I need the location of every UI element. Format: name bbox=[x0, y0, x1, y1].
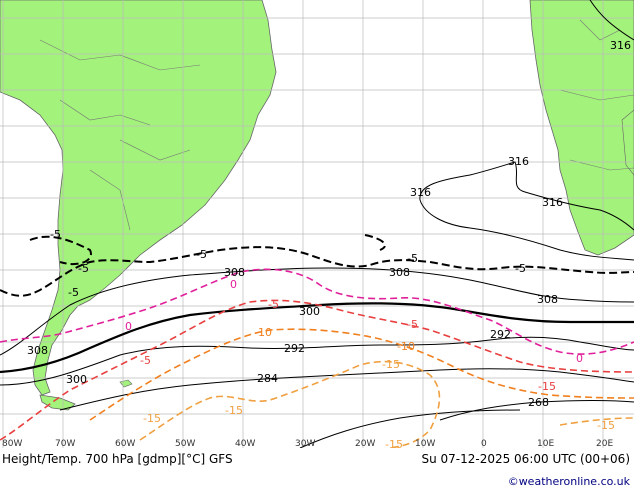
africa-landmass bbox=[529, 0, 634, 256]
temp-label: -5 bbox=[407, 252, 418, 265]
temp-label: -15 bbox=[538, 380, 556, 393]
height-label: 316 bbox=[542, 196, 563, 209]
lon-label: 30W bbox=[295, 439, 315, 448]
height-label: 292 bbox=[490, 328, 511, 341]
height-label: 308 bbox=[224, 266, 245, 279]
temp-label: -15 bbox=[385, 438, 403, 448]
height-label: 308 bbox=[27, 344, 48, 357]
height-label: 308 bbox=[389, 266, 410, 279]
temp-label: -15 bbox=[143, 412, 161, 425]
map-footer: Height/Temp. 700 hPa [gdmp][°C] GFS Su 0… bbox=[0, 448, 634, 490]
credit-link[interactable]: ©weatheronline.co.uk bbox=[507, 475, 630, 488]
temp-label: 0 bbox=[230, 278, 237, 291]
height-label: 300 bbox=[299, 305, 320, 318]
contour-284 bbox=[59, 368, 634, 411]
height-label: 308 bbox=[537, 293, 558, 306]
height-label: 300 bbox=[66, 373, 87, 386]
height-label: 292 bbox=[284, 342, 305, 355]
temp-label: -15 bbox=[597, 419, 615, 432]
contour-316-b bbox=[419, 161, 634, 231]
temp-label: 0 bbox=[576, 352, 583, 365]
country-borders bbox=[39, 19, 634, 231]
lon-label: 80W bbox=[2, 439, 22, 448]
temp-label: -5 bbox=[268, 298, 279, 311]
temp-label: 0 bbox=[125, 320, 132, 333]
temp-label: -15 bbox=[382, 358, 400, 371]
tierra-del-fuego bbox=[39, 394, 76, 411]
lon-label: 10W bbox=[415, 439, 435, 448]
temp-label: -10 bbox=[397, 340, 415, 353]
lon-label: 70W bbox=[55, 439, 75, 448]
contour-316-c bbox=[419, 199, 634, 261]
contour-292 bbox=[0, 336, 634, 386]
contour-316-a bbox=[589, 0, 634, 41]
isotherm-minus15 bbox=[139, 360, 634, 448]
lon-label: 20W bbox=[355, 439, 375, 448]
lon-label: 0 bbox=[481, 439, 487, 448]
height-label: 316 bbox=[410, 186, 431, 199]
map-canvas: 80W 70W 60W 50W 40W 30W 20W 10W 0 10E 20… bbox=[0, 0, 634, 448]
lon-label: 10E bbox=[537, 439, 554, 448]
lon-label: 60W bbox=[115, 439, 135, 448]
height-label: 284 bbox=[257, 372, 278, 385]
temp-label: -10 bbox=[254, 326, 272, 339]
lon-label: 20E bbox=[596, 439, 613, 448]
isotherm-0 bbox=[0, 268, 634, 355]
temp-label: -15 bbox=[225, 404, 243, 417]
south-america-landmass bbox=[0, 0, 277, 396]
temp-label: -5 bbox=[50, 228, 61, 241]
isotherm-minus10 bbox=[89, 328, 634, 421]
contour-268 bbox=[439, 400, 634, 421]
height-label: 268 bbox=[528, 396, 549, 409]
lon-label: 40W bbox=[235, 439, 255, 448]
longitude-labels: 80W 70W 60W 50W 40W 30W 20W 10W 0 10E 20… bbox=[2, 439, 613, 448]
isotherm-minus5-red bbox=[0, 299, 634, 441]
temp-label: -5 bbox=[78, 262, 89, 275]
height-label: 316 bbox=[610, 39, 631, 52]
map-title: Height/Temp. 700 hPa [gdmp][°C] GFS bbox=[2, 452, 233, 466]
temp-label: -5 bbox=[515, 262, 526, 275]
height-contours bbox=[0, 0, 634, 448]
temperature-labels: -5 -5 -5 -5 -5 -5 -5 0 0 0 -5 -5 -10 -10… bbox=[50, 228, 615, 448]
lon-label: 50W bbox=[175, 439, 195, 448]
temp-label: -5 bbox=[196, 248, 207, 261]
temp-label: -5 bbox=[140, 354, 151, 367]
height-contour-labels: 316 316 316 316 308 308 308 308 300 300 … bbox=[27, 39, 631, 409]
valid-time: Su 07-12-2025 06:00 UTC (00+06) bbox=[421, 452, 630, 466]
contour-276 bbox=[299, 409, 521, 448]
isotherm-minus5-black bbox=[0, 234, 634, 297]
temp-label: -5 bbox=[68, 286, 79, 299]
height-label: 316 bbox=[508, 155, 529, 168]
temp-label: -5 bbox=[407, 318, 418, 331]
contour-308 bbox=[0, 267, 634, 356]
